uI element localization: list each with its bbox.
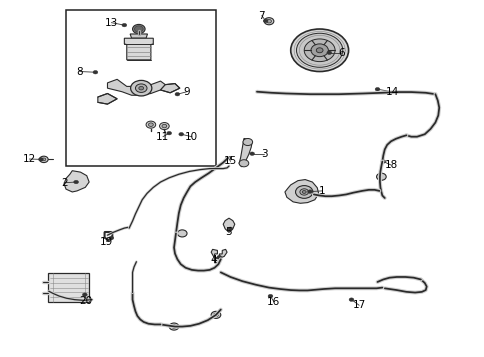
- Circle shape: [376, 173, 385, 180]
- Text: 7: 7: [258, 11, 265, 21]
- Bar: [48, 273, 89, 302]
- Circle shape: [380, 160, 385, 163]
- Circle shape: [348, 298, 353, 301]
- Circle shape: [295, 186, 312, 198]
- Circle shape: [307, 190, 312, 193]
- Text: 17: 17: [352, 300, 365, 310]
- Circle shape: [135, 84, 147, 92]
- Text: 20: 20: [79, 296, 92, 306]
- Circle shape: [374, 87, 379, 91]
- Circle shape: [268, 294, 272, 298]
- Polygon shape: [239, 139, 252, 167]
- Circle shape: [216, 255, 221, 259]
- Circle shape: [82, 293, 87, 296]
- Text: 18: 18: [384, 160, 397, 170]
- Text: 11: 11: [156, 132, 169, 142]
- Circle shape: [166, 131, 171, 135]
- Circle shape: [227, 227, 232, 231]
- Circle shape: [213, 313, 218, 317]
- Text: 6: 6: [337, 48, 344, 58]
- Polygon shape: [160, 84, 180, 93]
- Circle shape: [42, 158, 45, 161]
- Circle shape: [93, 70, 98, 74]
- Polygon shape: [107, 79, 165, 95]
- Text: 16: 16: [267, 297, 280, 307]
- Circle shape: [239, 160, 248, 167]
- Circle shape: [38, 157, 43, 161]
- Circle shape: [130, 80, 151, 96]
- Circle shape: [263, 19, 268, 22]
- Circle shape: [211, 311, 220, 318]
- Text: 13: 13: [105, 17, 118, 27]
- Text: 5: 5: [224, 227, 231, 237]
- Polygon shape: [223, 218, 234, 232]
- Text: 2: 2: [60, 178, 67, 188]
- Circle shape: [266, 19, 271, 23]
- Circle shape: [310, 44, 328, 57]
- Text: 9: 9: [183, 87, 190, 97]
- Polygon shape: [124, 38, 153, 60]
- Polygon shape: [284, 180, 318, 203]
- Circle shape: [121, 23, 126, 27]
- Circle shape: [175, 92, 180, 96]
- Circle shape: [138, 86, 143, 90]
- Circle shape: [226, 156, 231, 160]
- Text: 15: 15: [223, 156, 237, 166]
- Circle shape: [39, 156, 48, 162]
- Circle shape: [302, 191, 305, 193]
- Circle shape: [109, 236, 114, 240]
- Text: 4: 4: [210, 255, 216, 265]
- Circle shape: [159, 122, 169, 130]
- Circle shape: [162, 124, 166, 128]
- Text: 10: 10: [185, 132, 198, 142]
- Text: 19: 19: [100, 237, 113, 247]
- Polygon shape: [64, 171, 89, 192]
- Circle shape: [132, 24, 145, 34]
- Text: 1: 1: [318, 186, 325, 196]
- Circle shape: [326, 51, 331, 55]
- Circle shape: [146, 121, 155, 128]
- Circle shape: [290, 29, 348, 71]
- Circle shape: [296, 33, 342, 67]
- Circle shape: [177, 230, 187, 237]
- Polygon shape: [130, 34, 147, 38]
- Text: 3: 3: [260, 149, 267, 159]
- Circle shape: [134, 26, 143, 32]
- Circle shape: [242, 139, 252, 146]
- Text: 14: 14: [385, 87, 398, 97]
- Circle shape: [148, 123, 153, 126]
- Circle shape: [303, 39, 334, 62]
- Circle shape: [169, 323, 179, 330]
- Polygon shape: [211, 249, 227, 263]
- Bar: [66, 10, 215, 166]
- Circle shape: [74, 180, 78, 184]
- Text: 8: 8: [76, 66, 83, 76]
- Polygon shape: [98, 94, 117, 104]
- Circle shape: [179, 132, 183, 136]
- Circle shape: [249, 152, 254, 156]
- Circle shape: [264, 18, 273, 25]
- Text: 12: 12: [23, 154, 36, 164]
- Circle shape: [171, 325, 176, 328]
- Circle shape: [316, 48, 322, 53]
- Circle shape: [299, 189, 308, 195]
